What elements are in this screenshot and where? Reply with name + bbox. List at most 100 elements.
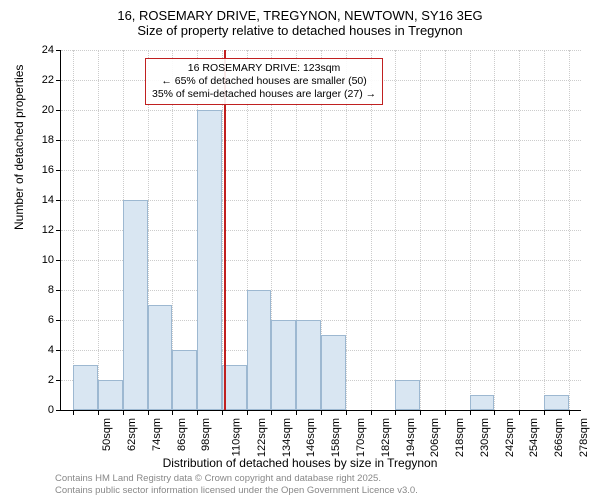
ytick-label: 20: [34, 104, 54, 116]
histogram-bar: [321, 335, 346, 410]
ytick-mark: [56, 50, 61, 51]
ytick-mark: [56, 260, 61, 261]
xtick-label: 206sqm: [429, 418, 441, 457]
annotation-box: 16 ROSEMARY DRIVE: 123sqm ← 65% of detac…: [145, 58, 383, 105]
gridline-v: [494, 50, 495, 410]
xtick-label: 134sqm: [281, 418, 293, 457]
xtick-mark: [494, 410, 495, 415]
ytick-label: 18: [34, 134, 54, 146]
xtick-label: 278sqm: [578, 418, 590, 457]
xtick-mark: [371, 410, 372, 415]
histogram-bar: [73, 365, 98, 410]
chart-title: 16, ROSEMARY DRIVE, TREGYNON, NEWTOWN, S…: [0, 8, 600, 38]
xtick-label: 74sqm: [151, 418, 163, 451]
xtick-label: 50sqm: [101, 418, 113, 451]
annotation-line-2: ← 65% of detached houses are smaller (50…: [152, 75, 376, 88]
ytick-mark: [56, 170, 61, 171]
ytick-label: 4: [34, 344, 54, 356]
gridline-v: [519, 50, 520, 410]
xtick-mark: [569, 410, 570, 415]
x-axis-label: Distribution of detached houses by size …: [0, 456, 600, 470]
footer-line-2: Contains public sector information licen…: [55, 485, 418, 496]
histogram-bar: [271, 320, 296, 410]
xtick-mark: [73, 410, 74, 415]
xtick-label: 266sqm: [553, 418, 565, 457]
gridline-v: [470, 50, 471, 410]
gridline-v: [98, 50, 99, 410]
xtick-label: 242sqm: [504, 418, 516, 457]
xtick-mark: [346, 410, 347, 415]
histogram-bar: [172, 350, 197, 410]
xtick-mark: [519, 410, 520, 415]
ytick-label: 10: [34, 254, 54, 266]
xtick-mark: [271, 410, 272, 415]
ytick-mark: [56, 320, 61, 321]
histogram-bar: [247, 290, 272, 410]
xtick-mark: [123, 410, 124, 415]
chart-container: 16, ROSEMARY DRIVE, TREGYNON, NEWTOWN, S…: [0, 0, 600, 500]
ytick-mark: [56, 410, 61, 411]
y-axis-label: Number of detached properties: [12, 65, 26, 230]
xtick-mark: [395, 410, 396, 415]
xtick-mark: [544, 410, 545, 415]
xtick-label: 158sqm: [330, 418, 342, 457]
xtick-mark: [420, 410, 421, 415]
ytick-label: 16: [34, 164, 54, 176]
ytick-mark: [56, 140, 61, 141]
xtick-mark: [197, 410, 198, 415]
xtick-label: 170sqm: [355, 418, 367, 457]
xtick-mark: [172, 410, 173, 415]
xtick-label: 146sqm: [306, 418, 318, 457]
ytick-mark: [56, 380, 61, 381]
gridline-v: [445, 50, 446, 410]
xtick-mark: [470, 410, 471, 415]
ytick-label: 24: [34, 44, 54, 56]
xtick-mark: [148, 410, 149, 415]
ytick-label: 6: [34, 314, 54, 326]
xtick-mark: [321, 410, 322, 415]
ytick-label: 8: [34, 284, 54, 296]
xtick-mark: [445, 410, 446, 415]
histogram-bar: [395, 380, 420, 410]
plot-area: 16 ROSEMARY DRIVE: 123sqm ← 65% of detac…: [60, 50, 581, 411]
xtick-mark: [296, 410, 297, 415]
xtick-label: 86sqm: [176, 418, 188, 451]
annotation-line-3: 35% of semi-detached houses are larger (…: [152, 88, 376, 101]
xtick-label: 62sqm: [126, 418, 138, 451]
xtick-mark: [247, 410, 248, 415]
gridline-v: [73, 50, 74, 410]
ytick-label: 12: [34, 224, 54, 236]
title-line-2: Size of property relative to detached ho…: [0, 23, 600, 38]
xtick-mark: [222, 410, 223, 415]
ytick-mark: [56, 350, 61, 351]
xtick-label: 254sqm: [528, 418, 540, 457]
ytick-mark: [56, 80, 61, 81]
histogram-bar: [544, 395, 569, 410]
title-line-1: 16, ROSEMARY DRIVE, TREGYNON, NEWTOWN, S…: [0, 8, 600, 23]
ytick-mark: [56, 230, 61, 231]
ytick-mark: [56, 290, 61, 291]
ytick-label: 2: [34, 374, 54, 386]
histogram-bar: [98, 380, 123, 410]
histogram-bar: [296, 320, 321, 410]
gridline-v: [544, 50, 545, 410]
xtick-label: 230sqm: [479, 418, 491, 457]
ytick-mark: [56, 110, 61, 111]
xtick-mark: [98, 410, 99, 415]
ytick-mark: [56, 200, 61, 201]
histogram-bar: [197, 110, 222, 410]
footer-line-1: Contains HM Land Registry data © Crown c…: [55, 473, 418, 484]
gridline-v: [569, 50, 570, 410]
ytick-label: 22: [34, 74, 54, 86]
xtick-label: 110sqm: [231, 418, 243, 456]
histogram-bar: [148, 305, 173, 410]
histogram-bar: [123, 200, 148, 410]
ytick-label: 14: [34, 194, 54, 206]
gridline-v: [420, 50, 421, 410]
annotation-line-1: 16 ROSEMARY DRIVE: 123sqm: [152, 62, 376, 75]
gridline-v: [395, 50, 396, 410]
xtick-label: 194sqm: [405, 418, 417, 457]
histogram-bar: [470, 395, 495, 410]
xtick-label: 218sqm: [454, 418, 466, 457]
xtick-label: 182sqm: [380, 418, 392, 457]
